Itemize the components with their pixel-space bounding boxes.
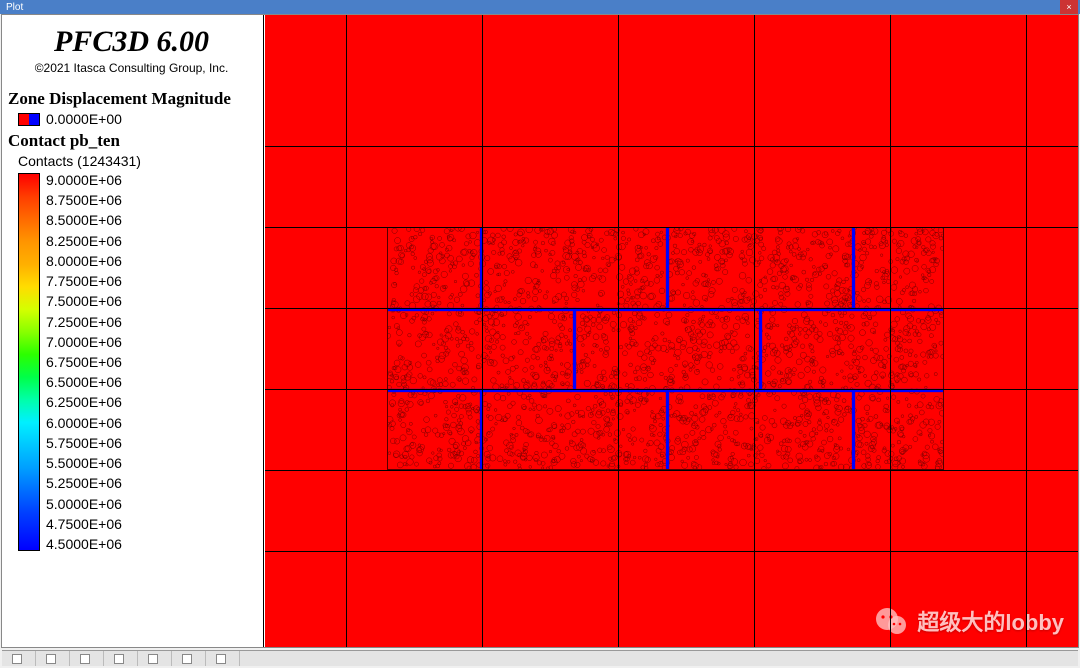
gradient-tick-label: 4.5000E+06 [46,537,122,551]
gradient-tick-label: 6.2500E+06 [46,395,122,409]
disp-swatch-icon [18,113,40,126]
gradient-tick-label: 8.0000E+06 [46,254,122,268]
zone-grid-line [265,389,1078,390]
watermark-text: 超级大的lobby [917,605,1064,637]
zone-grid-line [1026,15,1027,647]
zone-grid-line [618,15,619,647]
disp-section-title: Zone Displacement Magnitude [8,89,255,109]
zone-grid-line [482,15,483,647]
gradient-tick-label: 6.7500E+06 [46,355,122,369]
bottom-tab[interactable] [138,651,172,666]
zone-grid-line [265,551,1078,552]
mortar-joint [759,308,762,389]
gradient-tick-label: 7.5000E+06 [46,294,122,308]
watermark: 超级大的lobby [873,603,1064,639]
mortar-joint [852,389,855,470]
window-title: Plot [6,2,23,13]
copyright-line: ©2021 Itasca Consulting Group, Inc. [8,61,255,75]
bottom-tab[interactable] [172,651,206,666]
gradient-tick-label: 7.7500E+06 [46,274,122,288]
contacts-count: Contacts (1243431) [18,153,255,169]
tab-icon [80,654,90,664]
software-title: PFC3D 6.00 [8,19,255,59]
mortar-joint [573,308,576,389]
gradient-tick-label: 6.5000E+06 [46,375,122,389]
zone-grid-line [265,227,1078,228]
gradient-labels: 9.0000E+06 8.7500E+06 8.5000E+06 8.2500E+06… [40,173,122,551]
bottom-tab[interactable] [104,651,138,666]
disp-legend-row: 0.0000E+00 [8,111,255,127]
gradient-tick-label: 7.2500E+06 [46,315,122,329]
mortar-joint [666,389,669,470]
zone-grid-line [265,308,1078,309]
gradient-tick-label: 9.0000E+06 [46,173,122,187]
plot-area: PFC3D 6.00 ©2021 Itasca Consulting Group… [1,14,1079,648]
tabs-bar [2,650,1078,666]
tab-icon [216,654,226,664]
gradient-tick-label: 5.5000E+06 [46,456,122,470]
model-viewport[interactable]: 超级大的lobby [265,15,1078,647]
gradient-tick-label: 5.7500E+06 [46,436,122,450]
close-icon: × [1066,2,1071,12]
window-title-bar: Plot × [0,0,1080,14]
contact-section-title: Contact pb_ten [8,131,255,151]
gradient-tick-label: 6.0000E+06 [46,416,122,430]
zone-grid-line [265,146,1078,147]
mortar-joint [666,228,669,308]
gradient-tick-label: 7.0000E+06 [46,335,122,349]
bottom-tab[interactable] [70,651,104,666]
gradient-tick-label: 5.0000E+06 [46,497,122,511]
gradient-tick-label: 4.7500E+06 [46,517,122,531]
bottom-tab[interactable] [36,651,70,666]
zone-grid-line [890,15,891,647]
mortar-joint [852,228,855,308]
tab-icon [114,654,124,664]
bottom-tab[interactable] [2,651,36,666]
gradient-tick-label: 8.5000E+06 [46,213,122,227]
legend-panel: PFC3D 6.00 ©2021 Itasca Consulting Group… [2,15,264,647]
particle-region [387,227,944,470]
disp-value: 0.0000E+00 [46,111,122,127]
gradient-tick-label: 8.7500E+06 [46,193,122,207]
tab-icon [12,654,22,664]
bottom-tab[interactable] [206,651,240,666]
zone-grid-line [754,15,755,647]
tab-icon [46,654,56,664]
tab-icon [148,654,158,664]
gradient-tick-label: 8.2500E+06 [46,234,122,248]
wechat-icon [873,603,909,639]
close-button[interactable]: × [1060,0,1078,14]
gradient-legend: 9.0000E+06 8.7500E+06 8.5000E+06 8.2500E+06… [8,173,255,551]
gradient-bar-icon [18,173,40,551]
tab-icon [182,654,192,664]
zone-grid-line [265,470,1078,471]
zone-grid-line [346,15,347,647]
gradient-tick-label: 5.2500E+06 [46,476,122,490]
